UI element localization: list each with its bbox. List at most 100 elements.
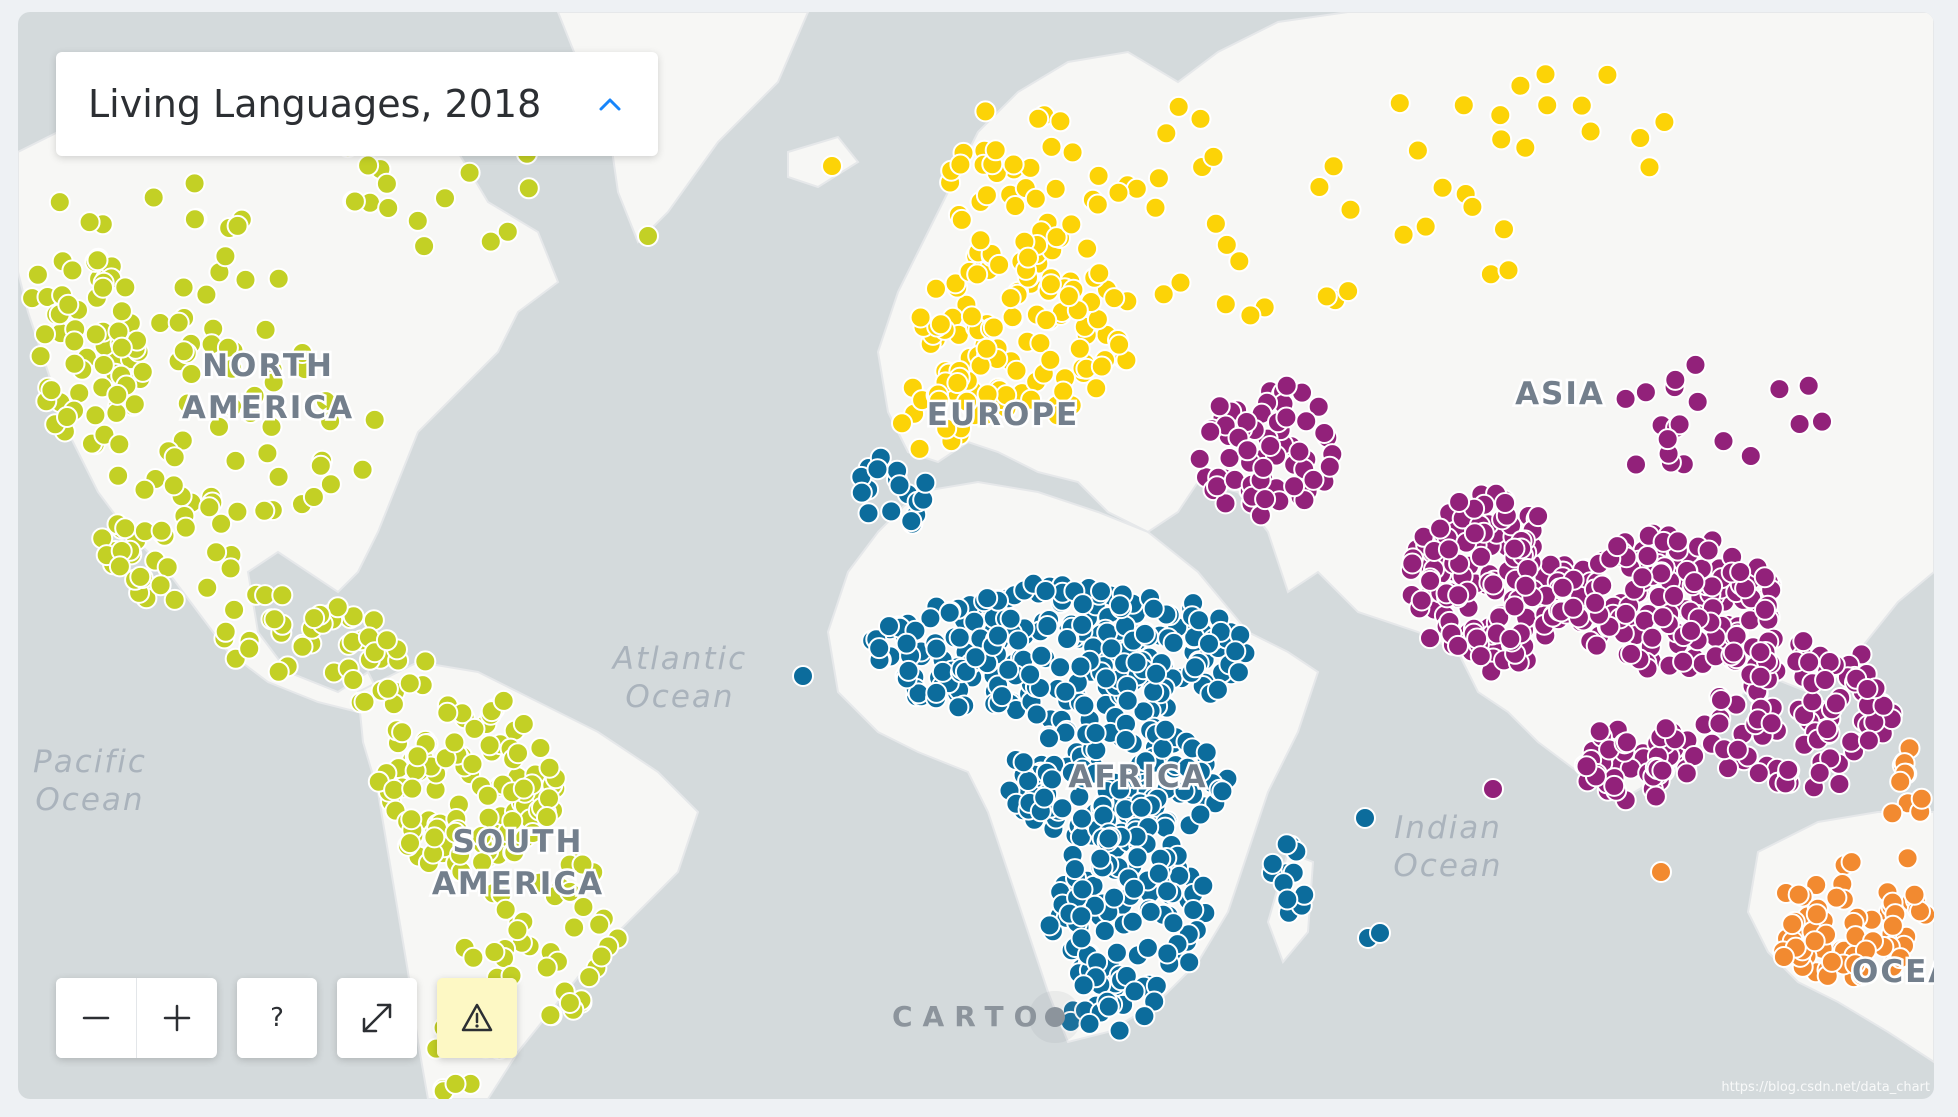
language-point-americas[interactable] (176, 392, 199, 415)
language-point-europe[interactable] (1570, 94, 1593, 117)
language-point-americas[interactable] (110, 336, 133, 359)
language-point-americas[interactable] (86, 249, 109, 272)
language-point-europe[interactable] (1155, 122, 1178, 145)
language-point-africa[interactable] (792, 665, 814, 687)
language-point-europe[interactable] (1414, 215, 1437, 238)
language-point-europe[interactable] (1339, 198, 1362, 221)
language-point-americas[interactable] (443, 731, 466, 754)
language-point-africa[interactable] (1130, 796, 1153, 819)
language-point-africa[interactable] (1051, 797, 1074, 820)
language-point-americas[interactable] (363, 408, 386, 431)
language-point-europe[interactable] (1653, 111, 1676, 133)
language-point-asia[interactable] (1634, 381, 1657, 404)
language-point-africa[interactable] (897, 659, 920, 682)
language-point-asia[interactable] (1503, 595, 1526, 618)
language-point-asia[interactable] (1701, 575, 1724, 598)
language-point-europe[interactable] (1049, 110, 1072, 133)
language-point-oceania[interactable] (1781, 913, 1804, 936)
language-point-asia[interactable] (1650, 562, 1673, 585)
language-point-europe[interactable] (1461, 195, 1484, 218)
language-point-africa[interactable] (866, 458, 889, 481)
language-point-asia[interactable] (1447, 634, 1469, 657)
language-point-asia[interactable] (1651, 606, 1674, 629)
language-point-africa[interactable] (857, 502, 880, 525)
language-point-americas[interactable] (501, 810, 524, 832)
language-point-africa[interactable] (925, 637, 948, 660)
language-point-asia[interactable] (1419, 627, 1441, 650)
language-point-oceania[interactable] (1820, 950, 1843, 973)
language-point-asia[interactable] (1302, 468, 1325, 491)
language-point-americas[interactable] (512, 777, 535, 800)
language-point-asia[interactable] (1584, 591, 1607, 614)
language-point-africa[interactable] (1151, 737, 1174, 760)
language-point-europe[interactable] (1002, 153, 1025, 176)
language-point-americas[interactable] (492, 689, 515, 712)
language-point-europe[interactable] (1103, 287, 1126, 310)
language-point-americas[interactable] (357, 154, 380, 177)
language-point-asia[interactable] (1651, 759, 1674, 782)
language-point-asia[interactable] (1666, 530, 1689, 553)
language-point-asia[interactable] (1288, 440, 1311, 463)
language-point-africa[interactable] (1012, 751, 1035, 774)
language-point-americas[interactable] (226, 500, 249, 523)
language-point-americas[interactable] (224, 449, 247, 472)
language-point-americas[interactable] (180, 363, 203, 385)
language-point-americas[interactable] (214, 245, 237, 268)
language-point-europe[interactable] (1189, 107, 1212, 130)
language-point-americas[interactable] (398, 672, 421, 695)
language-point-africa[interactable] (878, 615, 900, 638)
language-point-asia[interactable] (1672, 650, 1695, 673)
language-point-asia[interactable] (1448, 491, 1471, 513)
language-point-asia[interactable] (1208, 395, 1231, 418)
language-point-americas[interactable] (123, 393, 146, 416)
language-point-europe[interactable] (1514, 136, 1537, 159)
language-point-africa[interactable] (1083, 762, 1106, 785)
language-point-africa[interactable] (895, 632, 918, 655)
language-point-asia[interactable] (1275, 374, 1298, 397)
language-point-asia[interactable] (1218, 447, 1241, 469)
language-point-americas[interactable] (107, 464, 130, 487)
language-point-oceania[interactable] (1844, 953, 1867, 976)
language-point-asia[interactable] (1749, 641, 1772, 664)
language-point-americas[interactable] (156, 556, 179, 579)
language-point-americas[interactable] (462, 946, 485, 969)
language-point-asia[interactable] (1801, 690, 1824, 713)
language-point-americas[interactable] (172, 276, 195, 299)
language-point-americas[interactable] (110, 300, 133, 323)
language-point-americas[interactable] (40, 379, 63, 402)
language-point-americas[interactable] (114, 517, 137, 540)
language-point-oceania[interactable] (1825, 886, 1848, 909)
language-point-europe[interactable] (1315, 285, 1338, 308)
language-point-americas[interactable] (253, 499, 276, 522)
language-point-africa[interactable] (1056, 628, 1079, 650)
language-point-africa[interactable] (1093, 920, 1116, 942)
language-point-americas[interactable] (444, 821, 467, 844)
language-point-americas[interactable] (528, 871, 551, 894)
language-point-africa[interactable] (1071, 807, 1093, 830)
language-point-africa[interactable] (1084, 722, 1107, 744)
language-point-asia[interactable] (1588, 720, 1611, 743)
language-point-europe[interactable] (908, 437, 931, 460)
language-point-asia[interactable] (1401, 552, 1424, 575)
language-point-europe[interactable] (1020, 388, 1043, 411)
language-point-africa[interactable] (1142, 597, 1165, 620)
language-point-americas[interactable] (503, 841, 526, 864)
language-point-americas[interactable] (108, 555, 131, 578)
language-point-africa[interactable] (1116, 689, 1139, 712)
language-point-africa[interactable] (1114, 729, 1137, 751)
language-point-americas[interactable] (538, 787, 560, 810)
language-point-asia[interactable] (1816, 718, 1839, 741)
language-point-asia[interactable] (1654, 717, 1677, 740)
language-point-asia[interactable] (1514, 574, 1537, 597)
language-point-americas[interactable] (92, 276, 114, 299)
language-point-asia[interactable] (1788, 413, 1811, 435)
warning-button[interactable] (437, 978, 517, 1058)
language-point-africa[interactable] (1041, 768, 1063, 791)
language-point-europe[interactable] (975, 184, 998, 207)
language-point-europe[interactable] (976, 383, 999, 406)
language-point-asia[interactable] (1747, 762, 1770, 785)
language-point-americas[interactable] (262, 371, 285, 394)
language-point-asia[interactable] (1466, 627, 1489, 650)
world-map[interactable]: NORTH AMERICA SOUTH AMERICA EUROPE ASIA … (18, 12, 1934, 1099)
language-point-americas[interactable] (578, 966, 601, 989)
